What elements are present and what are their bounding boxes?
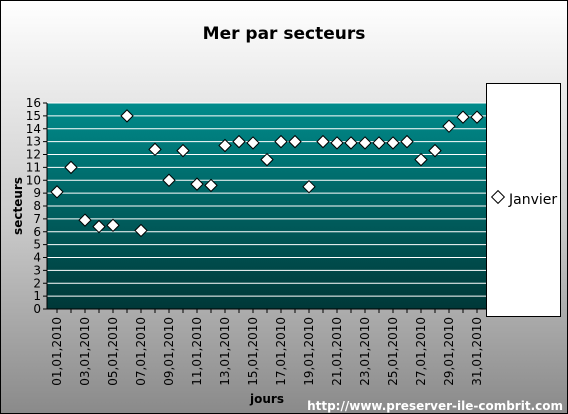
data-point-21,01,2010 bbox=[330, 136, 344, 150]
legend-label: Janvier bbox=[509, 192, 558, 208]
data-point-19,01,2010 bbox=[302, 179, 316, 194]
data-point-11,01,2010 bbox=[190, 177, 204, 191]
y-tick-label: 12 bbox=[26, 148, 41, 162]
data-point-23,01,2010 bbox=[358, 136, 372, 150]
x-tick-label: 27,01,2010 bbox=[414, 317, 428, 386]
data-point-30,01,2010 bbox=[456, 110, 470, 124]
data-point-07,01,2010 bbox=[134, 223, 148, 238]
data-point-25,01,2010 bbox=[386, 136, 400, 150]
y-tick-label: 14 bbox=[26, 122, 41, 136]
x-tick-label: 07,01,2010 bbox=[134, 317, 148, 386]
data-point-16,01,2010 bbox=[260, 152, 274, 167]
credit-url: http://www.preserver-ile-combrit.com bbox=[307, 399, 563, 413]
x-tick-label: 03,01,2010 bbox=[78, 317, 92, 386]
y-tick-label: 3 bbox=[33, 263, 41, 277]
gridlines bbox=[47, 102, 487, 297]
data-point-31,01,2010 bbox=[470, 110, 484, 124]
x-tick-label: 11,01,2010 bbox=[190, 317, 204, 386]
x-tick-label: 17,01,2010 bbox=[274, 317, 288, 386]
x-axis-label: jours bbox=[249, 392, 284, 406]
x-tick-label: 09,01,2010 bbox=[162, 317, 176, 386]
x-tick-label: 21,01,2010 bbox=[330, 317, 344, 386]
x-axis-ticks: 01,01,2010 03,01,2010 05,01,2010 07,01,2010… bbox=[50, 309, 484, 386]
data-point-24,01,2010 bbox=[372, 136, 386, 150]
y-tick-label: 11 bbox=[26, 160, 41, 174]
data-point-10,01,2010 bbox=[176, 143, 190, 158]
data-point-29,01,2010 bbox=[442, 119, 456, 133]
data-point-13,01,2010 bbox=[218, 138, 232, 153]
data-point-14,01,2010 bbox=[232, 134, 246, 149]
data-point-17,01,2010 bbox=[274, 134, 288, 149]
y-axis-label: secteurs bbox=[11, 177, 25, 235]
data-point-04,01,2010 bbox=[92, 219, 106, 234]
x-tick-label: 23,01,2010 bbox=[358, 317, 372, 386]
y-tick-label: 8 bbox=[33, 199, 41, 213]
legend-item: Janvier bbox=[490, 189, 558, 208]
y-tick-label: 0 bbox=[33, 302, 41, 316]
data-point-12,01,2010 bbox=[204, 178, 218, 193]
data-point-28,01,2010 bbox=[428, 143, 442, 158]
data-point-18,01,2010 bbox=[288, 134, 302, 149]
x-tick-label: 25,01,2010 bbox=[386, 317, 400, 386]
x-tick-label: 01,01,2010 bbox=[50, 317, 64, 386]
data-point-15,01,2010 bbox=[246, 136, 260, 150]
data-point-08,01,2010 bbox=[148, 142, 162, 157]
diamond-marker-icon bbox=[490, 189, 506, 205]
y-tick-label: 4 bbox=[33, 251, 41, 265]
x-tick-label: 05,01,2010 bbox=[106, 317, 120, 386]
y-tick-label: 1 bbox=[33, 289, 41, 303]
y-tick-label: 7 bbox=[33, 212, 41, 226]
chart-title: Mer par secteurs bbox=[203, 24, 366, 44]
data-point-26,01,2010 bbox=[400, 134, 414, 149]
y-tick-label: 16 bbox=[26, 96, 41, 110]
data-point-02,01,2010 bbox=[64, 160, 78, 175]
y-tick-label: 5 bbox=[33, 238, 41, 252]
x-tick-label: 29,01,2010 bbox=[442, 317, 456, 386]
legend: Janvier bbox=[486, 83, 561, 317]
y-tick-label: 2 bbox=[33, 276, 41, 290]
data-point-05,01,2010 bbox=[106, 218, 120, 233]
data-point-03,01,2010 bbox=[78, 213, 92, 227]
y-tick-label: 13 bbox=[26, 135, 41, 149]
data-point-06,01,2010 bbox=[120, 109, 134, 123]
x-tick-label: 13,01,2010 bbox=[218, 317, 232, 386]
y-tick-label: 9 bbox=[33, 186, 41, 200]
data-point-20,01,2010 bbox=[316, 134, 330, 149]
data-points bbox=[50, 109, 484, 238]
y-tick-label: 6 bbox=[33, 225, 41, 239]
y-tick-label: 10 bbox=[26, 173, 41, 187]
x-tick-label: 15,01,2010 bbox=[246, 317, 260, 386]
x-tick-label: 31,01,2010 bbox=[470, 317, 484, 386]
data-point-22,01,2010 bbox=[344, 136, 358, 150]
data-point-01,01,2010 bbox=[50, 185, 64, 199]
y-tick-label: 15 bbox=[26, 109, 41, 123]
x-tick-label: 19,01,2010 bbox=[302, 317, 316, 386]
data-point-27,01,2010 bbox=[414, 152, 428, 167]
data-point-09,01,2010 bbox=[162, 173, 176, 187]
